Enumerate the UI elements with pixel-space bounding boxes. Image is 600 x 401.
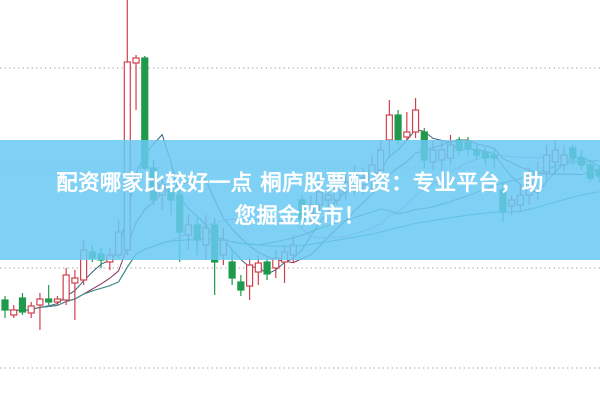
candle-up bbox=[403, 112, 411, 140]
candle-body bbox=[62, 274, 70, 301]
candle-down bbox=[18, 293, 27, 315]
candle-body bbox=[132, 57, 140, 64]
banner-title-line2: 您掘金股市！ bbox=[234, 204, 366, 229]
candle-body bbox=[263, 261, 271, 275]
candle-up bbox=[27, 302, 35, 318]
candle-body bbox=[254, 262, 262, 273]
candle-up bbox=[245, 258, 254, 300]
candle-down bbox=[45, 285, 53, 305]
candle-body bbox=[403, 131, 411, 138]
candle-body bbox=[237, 281, 245, 291]
banner-title-line1: 配资哪家比较好一点 桐庐股票配资：专业平台，助 bbox=[56, 171, 544, 196]
candle-up bbox=[254, 255, 262, 285]
candle-body bbox=[411, 109, 420, 133]
candle-up bbox=[411, 98, 420, 138]
candle-up bbox=[36, 293, 44, 330]
candle-up bbox=[53, 296, 62, 305]
candle-body bbox=[10, 309, 18, 316]
candle-down bbox=[237, 275, 245, 296]
candle-body bbox=[385, 114, 393, 141]
candle-body bbox=[228, 261, 236, 279]
candle-up bbox=[132, 55, 140, 110]
candle-body bbox=[245, 264, 254, 287]
candle-body bbox=[71, 277, 79, 284]
candle-up bbox=[71, 270, 79, 320]
candle-body bbox=[36, 298, 44, 306]
candle-body bbox=[394, 114, 402, 141]
candle-down bbox=[263, 256, 271, 280]
candle-body bbox=[27, 305, 35, 314]
promo-banner: 配资哪家比较好一点 桐庐股票配资：专业平台，助 您掘金股市！ bbox=[0, 140, 600, 260]
candle-up bbox=[10, 305, 18, 318]
candle-body bbox=[18, 297, 27, 313]
candle-body bbox=[1, 299, 9, 311]
candle-body bbox=[45, 298, 53, 303]
candle-up bbox=[62, 268, 70, 305]
candle-body bbox=[53, 298, 62, 303]
candle-down bbox=[1, 296, 9, 318]
